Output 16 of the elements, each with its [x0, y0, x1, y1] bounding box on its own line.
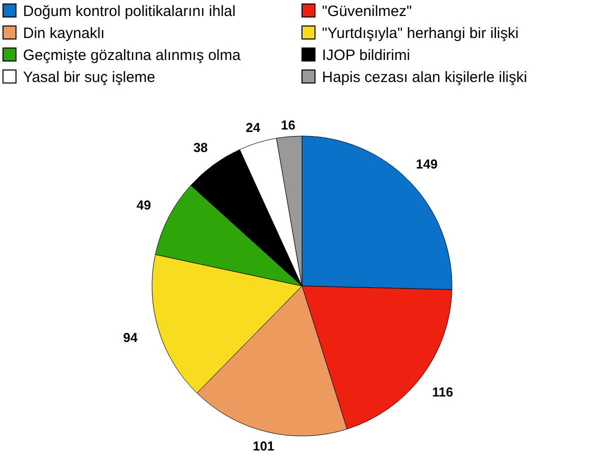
legend-label: Hapis cezası alan kişilerle ilişki	[322, 69, 528, 86]
legend-label: "Güvenilmez"	[322, 3, 412, 20]
data-label: 38	[193, 140, 208, 155]
legend-label: Geçmişte gözaltına alınmış olma	[23, 47, 242, 64]
legend-label: Din kaynaklı	[23, 25, 105, 42]
data-label: 16	[280, 117, 296, 132]
data-label: 49	[136, 197, 152, 212]
data-label: 101	[252, 438, 274, 454]
legend-label: IJOP bildirimi	[322, 47, 410, 64]
data-label: 149	[416, 156, 438, 172]
data-label: 116	[432, 384, 454, 400]
legend-label: Doğum kontrol politikalarını ihlal	[23, 3, 236, 20]
data-label: 24	[246, 120, 262, 135]
legend-label: "Yurtdışıyla" herhangi bir ilişki	[322, 25, 519, 42]
data-label: 94	[123, 330, 138, 346]
legend-label: Yasal bir suç işleme	[23, 69, 156, 86]
